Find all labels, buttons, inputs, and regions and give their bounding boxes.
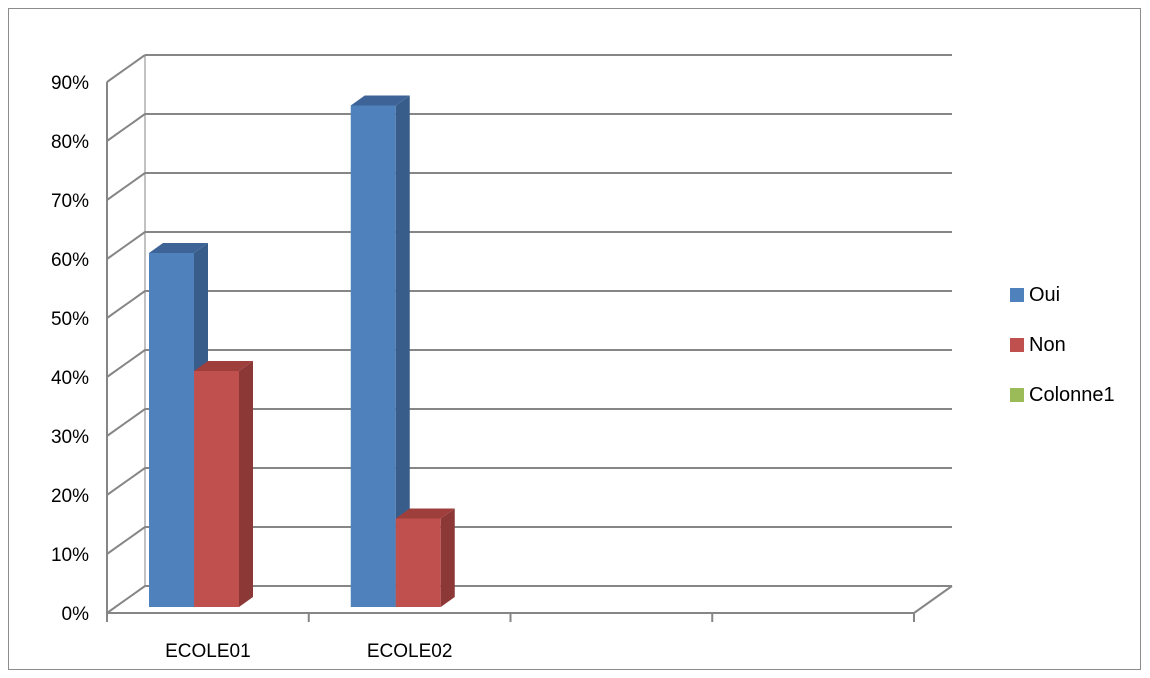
- axes: [106, 55, 953, 622]
- gridline-diagonal: [106, 231, 146, 260]
- gridline-diagonal: [106, 172, 146, 201]
- floor-edge: [913, 585, 953, 614]
- legend-label: Oui: [1029, 284, 1060, 306]
- bar-side: [440, 508, 455, 607]
- bar: [194, 361, 253, 607]
- gridline-diagonal: [106, 290, 146, 319]
- x-tick-labels: ECOLE01 ECOLE02: [165, 641, 452, 662]
- y-tick-label: 20%: [51, 486, 89, 507]
- bar-front: [395, 518, 441, 607]
- bar-top: [194, 361, 253, 371]
- gridline-diagonal: [106, 526, 146, 555]
- y-tick-label: 30%: [51, 427, 89, 448]
- x-tick-label: ECOLE02: [367, 641, 453, 662]
- gridline-diagonal: [106, 467, 146, 496]
- y-tick-label: 70%: [51, 191, 89, 212]
- y-tick-labels: 0% 10% 20% 30% 40% 50% 60% 70% 80% 90%: [51, 73, 89, 625]
- legend-label: Non: [1029, 334, 1066, 356]
- gridlines: [106, 54, 952, 614]
- x-tick-label: ECOLE01: [165, 641, 251, 662]
- bar-top: [395, 508, 455, 519]
- gridline-diagonal: [106, 54, 146, 83]
- legend-label: Colonne1: [1029, 384, 1115, 406]
- legend-swatch: [1010, 388, 1024, 402]
- gridline-diagonal: [106, 585, 146, 614]
- bar-side: [395, 95, 410, 607]
- bar-front: [350, 105, 396, 607]
- bar-front: [194, 371, 239, 607]
- bar-side: [239, 361, 253, 607]
- bar-chart: 0%10%20%30%40%50%60%70%80%90% ECOLE01 ECO…: [51, 54, 1115, 662]
- y-tick-label: 50%: [51, 309, 89, 330]
- bar: [350, 95, 410, 607]
- bar-front: [149, 253, 194, 607]
- bar: [395, 508, 455, 607]
- bars: [149, 95, 455, 607]
- gridline-diagonal: [106, 408, 146, 437]
- y-tick-label: 90%: [51, 73, 89, 94]
- bar-top: [350, 95, 410, 106]
- chart-frame: 0% 10% 20% 30% 40% 50% 60% 70% 80% 90% ECOLE01 ECO…: [8, 8, 1141, 670]
- y-tick-label: 40%: [51, 368, 89, 389]
- gridline-diagonal: [106, 113, 146, 142]
- y-tick-label: 60%: [51, 250, 89, 271]
- y-tick-label: 10%: [51, 545, 89, 566]
- legend-swatch: [1010, 338, 1024, 352]
- gridline-diagonal: [106, 349, 146, 378]
- bar-top: [149, 243, 208, 253]
- y-tick-label: 0%: [62, 604, 90, 625]
- legend: Oui Non Colonne1: [1010, 284, 1115, 406]
- legend-swatch: [1010, 288, 1024, 302]
- y-tick-label: 80%: [51, 132, 89, 153]
